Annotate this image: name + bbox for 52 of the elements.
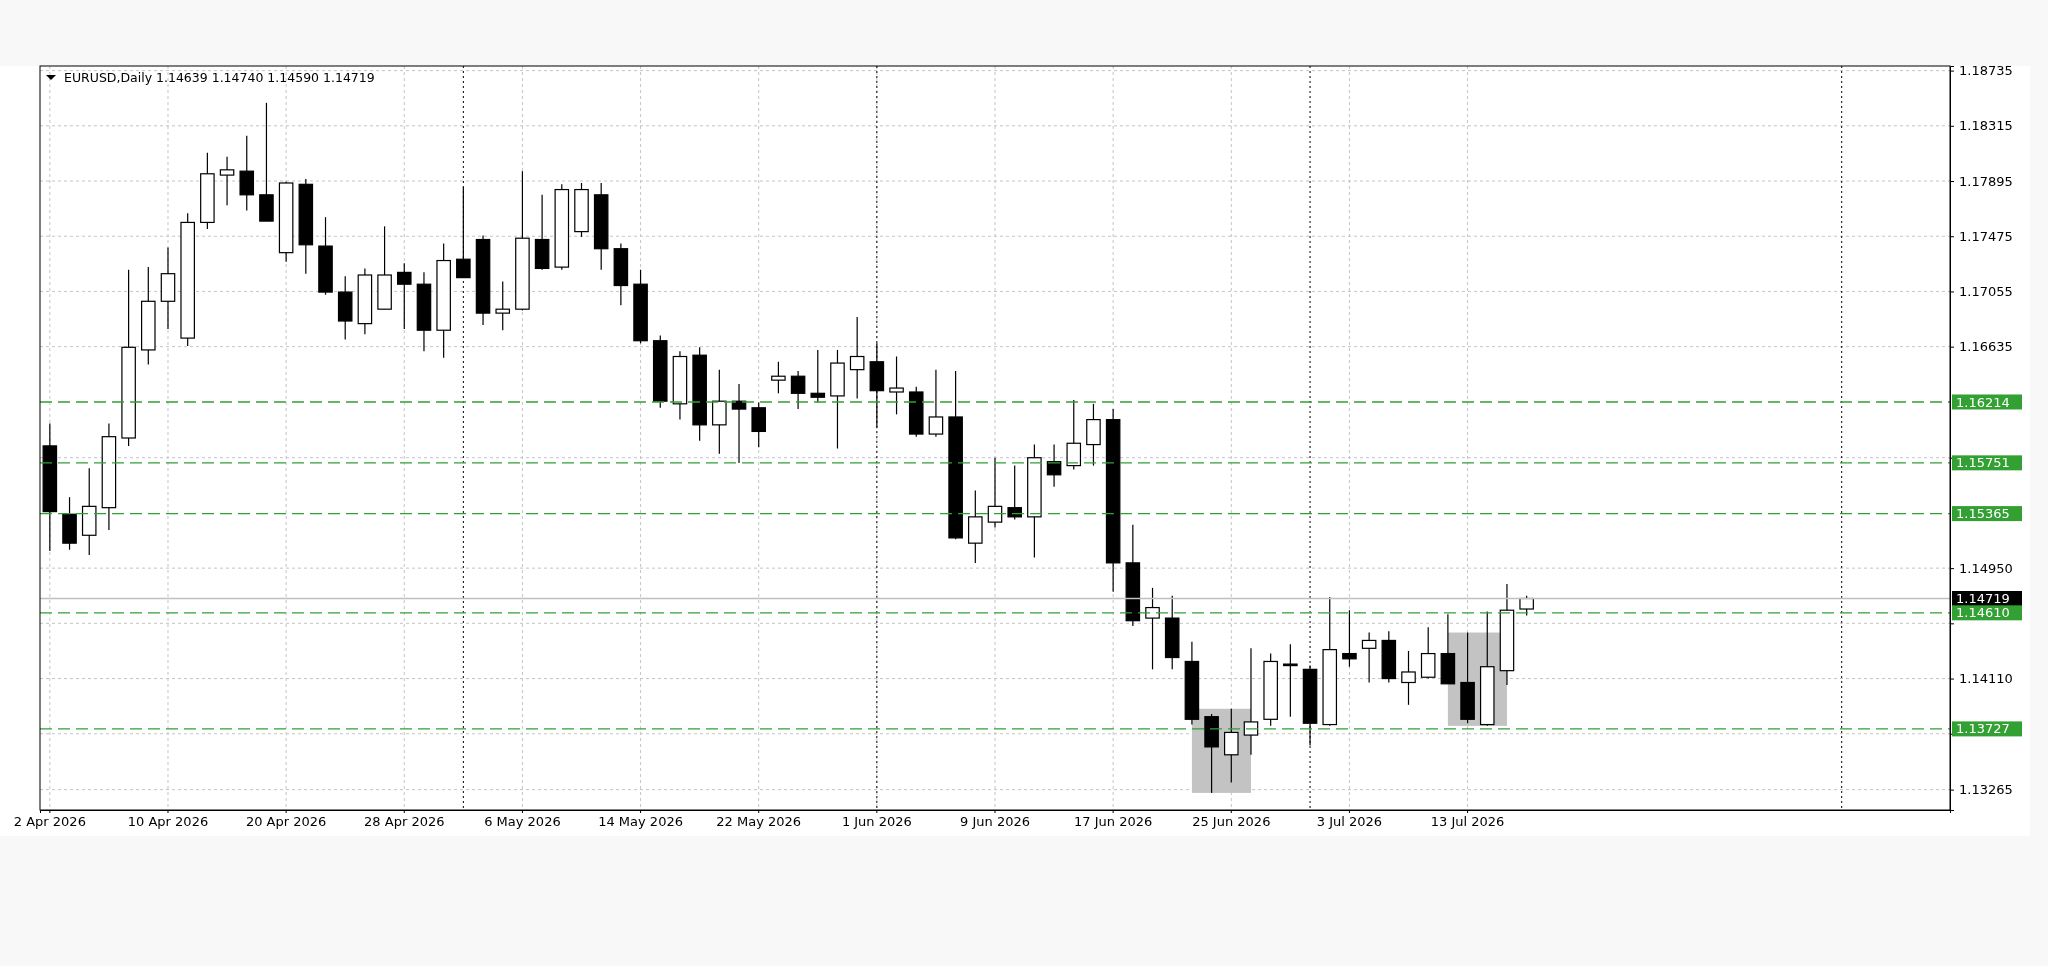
candlestick xyxy=(790,370,806,410)
candlestick xyxy=(751,401,767,448)
y-tick-label: 1.18315 xyxy=(1959,118,2013,134)
ref-line-label: 1.16214 xyxy=(1956,394,2010,410)
x-tick-label: 10 Apr 2026 xyxy=(127,814,209,830)
x-tick-label: 3 Jul 2026 xyxy=(1316,814,1383,830)
candlestick xyxy=(1519,595,1534,617)
candlestick xyxy=(928,369,944,438)
x-tick-label: 25 Jun 2026 xyxy=(1192,814,1271,830)
candlestick xyxy=(810,349,826,404)
x-tick-label: 9 Jun 2026 xyxy=(960,814,1030,830)
x-tick-label: 14 May 2026 xyxy=(598,814,683,830)
y-tick-label: 1.17055 xyxy=(1959,284,2013,300)
candlestick xyxy=(1283,643,1298,718)
candlestick xyxy=(1342,609,1357,668)
y-tick-label: 1.14950 xyxy=(1959,560,2013,576)
ref-line-label: 1.15751 xyxy=(1956,455,2010,471)
candlestick xyxy=(1066,399,1082,471)
ref-line-label: 1.14719 xyxy=(1956,591,2010,607)
candlestick xyxy=(1420,626,1436,680)
candlestick xyxy=(987,457,1003,528)
candlestick xyxy=(849,316,865,400)
candlestick xyxy=(1223,708,1239,783)
candlestick xyxy=(771,361,786,394)
y-tick-label: 1.16635 xyxy=(1959,339,2013,355)
x-tick-label: 17 Jun 2026 xyxy=(1074,814,1153,830)
y-tick-label: 1.17475 xyxy=(1959,228,2013,244)
y-tick-label: 1.18735 xyxy=(1959,63,2013,79)
candlestick xyxy=(712,369,727,455)
x-tick-label: 28 Apr 2026 xyxy=(364,814,445,830)
candlestick xyxy=(1401,650,1416,706)
x-tick-label: 20 Apr 2026 xyxy=(245,814,327,830)
x-tick-label: 1 Jun 2026 xyxy=(841,814,912,830)
ref-line-label: 1.13727 xyxy=(1956,721,2010,737)
candlestick xyxy=(1145,587,1160,670)
candlestick xyxy=(495,280,511,331)
ref-line-label: 1.14610 xyxy=(1956,605,2010,621)
y-tick-label: 1.14110 xyxy=(1959,671,2013,687)
x-tick-label: 2 Apr 2026 xyxy=(13,814,86,830)
x-tick-label: 6 May 2026 xyxy=(484,814,561,830)
chart-title: EURUSD,Daily 1.14639 1.14740 1.14590 1.14719 xyxy=(64,70,375,85)
x-tick-label: 22 May 2026 xyxy=(716,814,802,830)
ref-line-label: 1.15365 xyxy=(1956,506,2010,522)
candlestick xyxy=(1007,465,1022,521)
candlestick xyxy=(396,262,412,330)
candlestick xyxy=(889,355,904,415)
candlestick xyxy=(1361,631,1377,684)
candlestick xyxy=(239,135,255,212)
candlestick xyxy=(219,156,235,206)
x-tick-label: 13 Jul 2026 xyxy=(1430,814,1505,830)
y-tick-label: 1.17895 xyxy=(1959,173,2013,189)
y-tick-label: 1.13265 xyxy=(1959,782,2013,798)
